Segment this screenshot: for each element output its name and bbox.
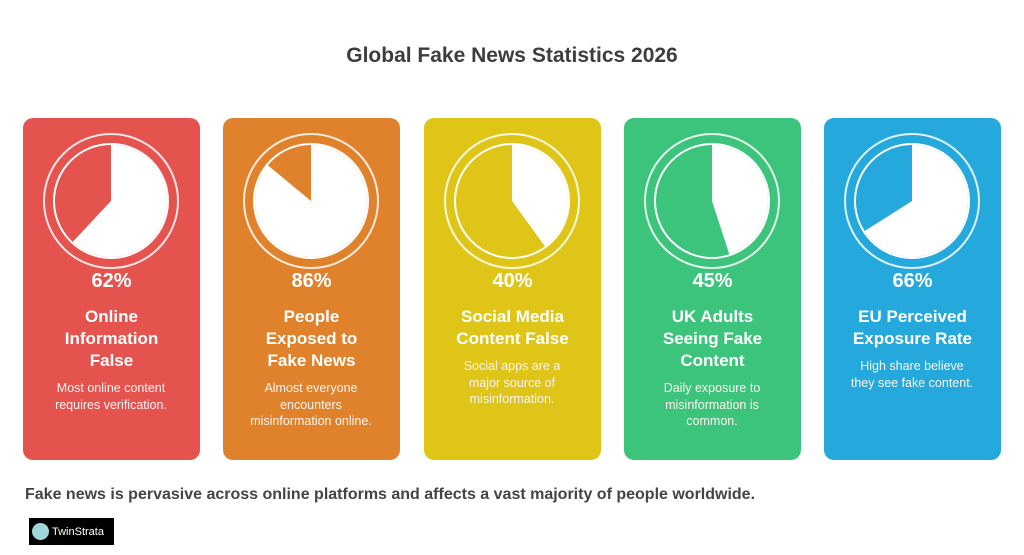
pie-slice bbox=[255, 145, 367, 257]
logo-text: TwinStrata bbox=[52, 525, 104, 538]
stat-label-line: UK Adults bbox=[671, 307, 754, 326]
percent-value: 86% bbox=[291, 270, 332, 292]
percent-value: 45% bbox=[692, 270, 733, 292]
outer-ring bbox=[644, 133, 780, 269]
outer-ring bbox=[444, 133, 580, 269]
stat-label: EU Perceived Exposure Rate bbox=[824, 306, 1001, 350]
stat-label-line: People bbox=[283, 307, 340, 326]
stat-label-line: EU Perceived bbox=[858, 307, 967, 326]
stat-card: 62% Online Information False Most online con… bbox=[23, 118, 200, 460]
percent-value: 40% bbox=[492, 270, 533, 292]
stat-label: People Exposed to Fake News bbox=[223, 306, 400, 372]
stat-card: 66% EU Perceived Exposure Rate High share b… bbox=[824, 118, 1001, 460]
outer-ring bbox=[243, 133, 379, 269]
outer-ring bbox=[43, 133, 179, 269]
percent-value: 66% bbox=[892, 270, 933, 292]
stat-description: Social apps are a major source of misinf… bbox=[463, 359, 561, 406]
stat-label-line: Exposed to bbox=[265, 329, 358, 348]
percent-value: 62% bbox=[91, 270, 132, 292]
brand-logo: TwinStrata bbox=[29, 518, 114, 545]
stat-card: 45% UK Adults Seeing Fake Content Daily expo… bbox=[624, 118, 801, 460]
stat-label-line: Online bbox=[85, 307, 138, 326]
stat-description: Daily exposure to misinformation is comm… bbox=[663, 381, 761, 428]
stat-label: Online Information False bbox=[23, 306, 200, 372]
stat-label: Social Media Content False bbox=[424, 306, 601, 350]
stat-label-line: Content bbox=[680, 351, 745, 370]
inner-ring bbox=[654, 143, 770, 259]
inner-ring bbox=[53, 143, 169, 259]
stat-label-line: Content False bbox=[456, 329, 569, 348]
stat-description: Most online content requires verificatio… bbox=[55, 381, 167, 412]
pie-gauge bbox=[243, 133, 379, 269]
stat-label-line: False bbox=[89, 351, 134, 370]
stat-label-line: Fake News bbox=[267, 351, 356, 370]
pie-slice bbox=[72, 145, 168, 257]
pie-gauge bbox=[644, 133, 780, 269]
stat-description: Almost everyone encounters misinformatio… bbox=[250, 381, 372, 428]
pie-slice bbox=[712, 145, 768, 255]
stat-card: 40% Social Media Content False Social apps … bbox=[424, 118, 601, 460]
stat-label-line: Social Media bbox=[461, 307, 564, 326]
pie-slice bbox=[864, 145, 968, 257]
pie-gauge bbox=[844, 133, 980, 269]
stat-label-line: Exposure Rate bbox=[852, 329, 973, 348]
inner-ring bbox=[854, 143, 970, 259]
logo-icon bbox=[32, 523, 49, 540]
pie-gauge bbox=[43, 133, 179, 269]
pie-gauge bbox=[444, 133, 580, 269]
stat-label: UK Adults Seeing Fake Content bbox=[624, 306, 801, 372]
stat-description: High share believe they see fake content… bbox=[850, 359, 974, 390]
chart-title: Global Fake News Statistics 2026 bbox=[346, 44, 678, 67]
stat-card: 86% People Exposed to Fake News Almost every… bbox=[223, 118, 400, 460]
outer-ring bbox=[844, 133, 980, 269]
footer-summary: Fake news is pervasive across online pla… bbox=[25, 486, 756, 503]
pie-slice bbox=[512, 145, 568, 247]
inner-ring bbox=[454, 143, 570, 259]
stat-label-line: Information bbox=[64, 329, 159, 348]
stat-label-line: Seeing Fake bbox=[662, 329, 763, 348]
inner-ring bbox=[253, 143, 369, 259]
